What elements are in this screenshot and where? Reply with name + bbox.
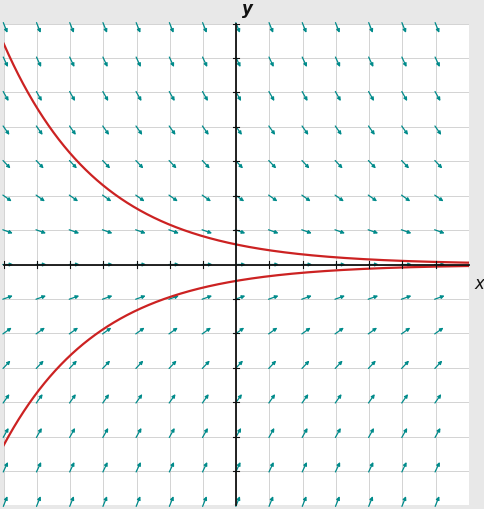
Text: y: y <box>242 0 253 18</box>
Text: x: x <box>474 274 484 293</box>
